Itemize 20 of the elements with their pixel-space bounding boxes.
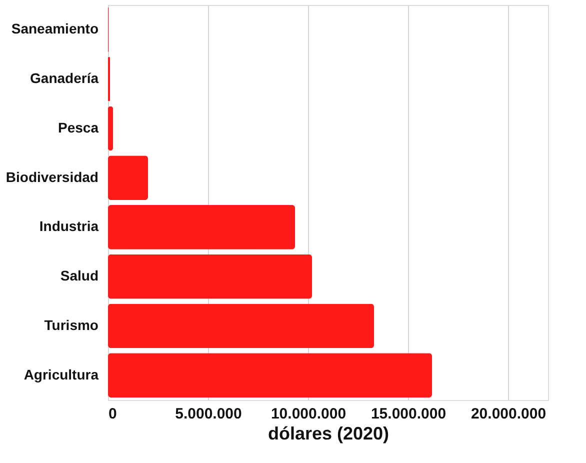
bar [108, 156, 148, 200]
y-tick-label: Pesca [58, 119, 99, 136]
bar [108, 204, 295, 250]
y-tick-label: Agricultura [24, 366, 99, 382]
x-tick-label: 10.000.000 [270, 406, 346, 422]
bar [108, 353, 432, 398]
x-tick-label: 0 [108, 406, 117, 422]
y-tick-label: Industria [39, 218, 99, 234]
bar [108, 106, 113, 151]
x-tick-label: 20.000.000 [470, 406, 546, 422]
bar [108, 304, 374, 348]
x-axis-title: dólares (2020) [268, 424, 390, 444]
y-tick-label: Turismo [44, 316, 98, 333]
x-tick-label: 5.000.000 [175, 406, 242, 422]
y-tick-label: Salud [60, 268, 98, 284]
y-tick-label: Saneamiento [11, 20, 98, 37]
y-tick-label: Ganadería [30, 70, 99, 86]
y-tick-label: Biodiversidad [6, 168, 98, 185]
bar [108, 254, 312, 299]
x-tick-label: 15.000.000 [370, 406, 446, 422]
